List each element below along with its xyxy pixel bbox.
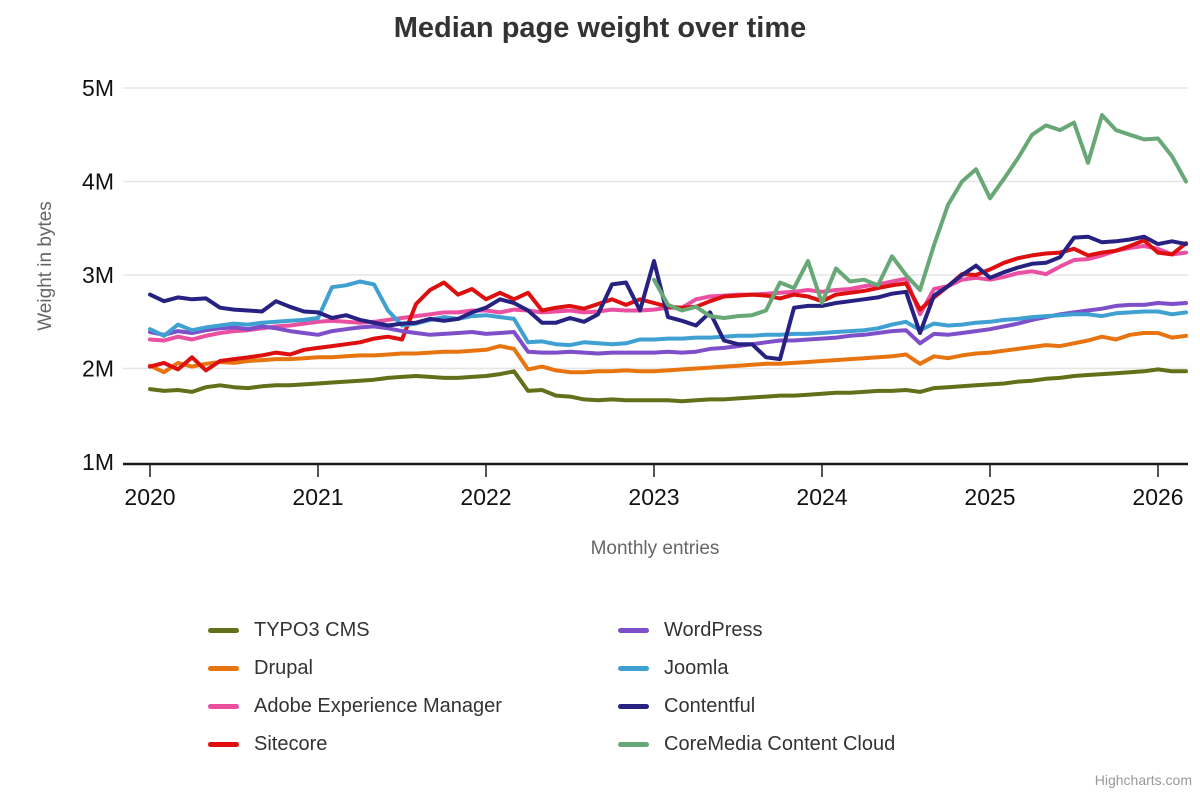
y-tick-label-4M: 4M bbox=[82, 169, 114, 195]
legend-marker-wordpress bbox=[618, 627, 649, 633]
chart-canvas: 2020 2021 2022 2023 2024 2025 2026 1M 2M 3M 4M 5M bbox=[82, 75, 1188, 510]
legend-label: WordPress bbox=[664, 618, 763, 641]
series-line-drupal[interactable] bbox=[148, 331, 1188, 375]
legend-item-contentful[interactable]: Contentful bbox=[618, 687, 895, 725]
legend-column-2: WordPress Joomla Contentful CoreMedia Conte… bbox=[618, 611, 895, 763]
series-line-wordpress[interactable] bbox=[148, 301, 1188, 356]
legend-item-sitecore[interactable]: Sitecore bbox=[208, 725, 502, 763]
legend-marker-adobe-experience-manager bbox=[208, 703, 239, 709]
legend-marker-coremedia-content-cloud bbox=[618, 741, 649, 747]
y-tick-label-3M: 3M bbox=[82, 262, 114, 288]
legend-column-1: TYPO3 CMS Drupal Adobe Experience Manager S… bbox=[208, 611, 502, 763]
x-tick-label-2020: 2020 bbox=[124, 484, 175, 510]
legend-marker-joomla bbox=[618, 665, 649, 671]
legend-item-wordpress[interactable]: WordPress bbox=[618, 611, 895, 649]
series-line-typo3-cms[interactable] bbox=[148, 367, 1188, 404]
legend-item-joomla[interactable]: Joomla bbox=[618, 649, 895, 687]
legend-item-coremedia-content-cloud[interactable]: CoreMedia Content Cloud bbox=[618, 725, 895, 763]
x-tick-label-2024: 2024 bbox=[796, 484, 847, 510]
x-tick-label-2023: 2023 bbox=[628, 484, 679, 510]
x-tick-label-2026: 2026 bbox=[1132, 484, 1183, 510]
series-line-coremedia-content-cloud[interactable] bbox=[652, 113, 1188, 320]
legend-item-drupal[interactable]: Drupal bbox=[208, 649, 502, 687]
legend-marker-drupal bbox=[208, 665, 239, 671]
y-axis-title: Weight in bytes bbox=[35, 201, 56, 331]
legend-item-typo3-cms[interactable]: TYPO3 CMS bbox=[208, 611, 502, 649]
legend-marker-sitecore bbox=[208, 741, 239, 747]
legend-label: TYPO3 CMS bbox=[254, 618, 370, 641]
x-tick-label-2022: 2022 bbox=[460, 484, 511, 510]
x-tick-label-2021: 2021 bbox=[292, 484, 343, 510]
x-tick-label-2025: 2025 bbox=[964, 484, 1015, 510]
legend-item-adobe-experience-manager[interactable]: Adobe Experience Manager bbox=[208, 687, 502, 725]
y-tick-label-2M: 2M bbox=[82, 356, 114, 382]
legend-label: Drupal bbox=[254, 656, 313, 679]
x-axis-title: Monthly entries bbox=[590, 538, 720, 559]
chart-title: Median page weight over time bbox=[393, 12, 807, 44]
series-line-joomla[interactable] bbox=[148, 279, 1188, 348]
legend-label: CoreMedia Content Cloud bbox=[664, 732, 896, 755]
legend-marker-contentful bbox=[618, 703, 649, 709]
legend-label: Adobe Experience Manager bbox=[254, 694, 502, 717]
legend-label: Sitecore bbox=[254, 732, 328, 755]
series-line-contentful[interactable] bbox=[148, 234, 1188, 362]
highcharts-credit[interactable]: Highcharts.com bbox=[1094, 772, 1192, 788]
y-tick-label-1M: 1M bbox=[82, 449, 114, 475]
legend-label: Contentful bbox=[664, 694, 756, 717]
legend-label: Joomla bbox=[664, 656, 729, 679]
legend-marker-typo3-cms bbox=[208, 627, 239, 633]
y-tick-label-5M: 5M bbox=[82, 75, 114, 101]
series-line-adobe-experience-manager[interactable] bbox=[148, 244, 1188, 343]
